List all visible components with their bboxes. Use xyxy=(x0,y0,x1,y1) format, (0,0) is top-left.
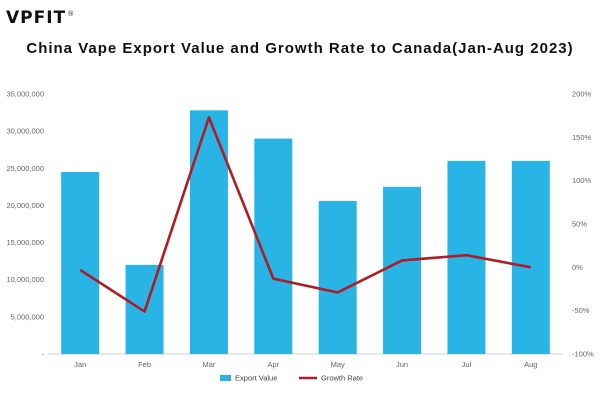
x-tick-label: Feb xyxy=(138,360,151,369)
bar-may xyxy=(318,200,357,354)
x-tick-label: Jan xyxy=(74,360,86,369)
legend: Export Value Growth Rate xyxy=(220,374,363,383)
y2-tick-label: 150% xyxy=(572,133,592,142)
x-tick-label: Jul xyxy=(462,360,472,369)
y-tick-label: 20,000,000 xyxy=(6,201,44,210)
y-tick-label: - xyxy=(42,350,45,359)
y2-tick-label: 50% xyxy=(572,220,587,229)
growth-line-layer xyxy=(79,116,532,313)
y2-tick-label: 100% xyxy=(572,176,592,185)
legend-label-growth-rate: Growth Rate xyxy=(321,374,363,383)
y-tick-label: 30,000,000 xyxy=(6,127,44,136)
y2-tick-label: 0% xyxy=(572,263,583,272)
legend-label-export-value: Export Value xyxy=(235,374,277,383)
y2-tick-label: 200% xyxy=(572,90,592,99)
y-tick-label: 15,000,000 xyxy=(6,238,44,247)
y-tick-label: 35,000,000 xyxy=(6,90,44,99)
chart-title: China Vape Export Value and Growth Rate … xyxy=(26,40,574,57)
bars-layer xyxy=(61,110,550,354)
x-tick-label: May xyxy=(331,360,345,369)
bar-aug xyxy=(511,160,550,354)
y-tick-label: 25,000,000 xyxy=(6,164,44,173)
bar-jan xyxy=(61,172,100,354)
bar-jun xyxy=(383,186,422,354)
growth-rate-line xyxy=(79,116,532,313)
x-tick-label: Apr xyxy=(267,360,279,369)
left-axis-ticks: - 5,000,000 10,000,000 15,000,000 20,000,000… xyxy=(6,90,44,359)
y2-tick-label: -50% xyxy=(572,306,590,315)
registered-mark: ® xyxy=(68,10,74,18)
legend-swatch-export-value xyxy=(220,375,231,381)
vpfit-logo: VPFIT ® xyxy=(6,8,73,28)
x-axis-ticks: Jan Feb Mar Apr May Jun Jul Aug xyxy=(74,360,537,369)
x-tick-label: Aug xyxy=(524,360,537,369)
x-tick-label: Jun xyxy=(396,360,408,369)
x-tick-label: Mar xyxy=(202,360,215,369)
logo-text: VPFIT xyxy=(6,8,67,28)
bar-mar xyxy=(189,110,228,354)
right-axis-ticks: -100% -50% 0% 50% 100% 150% 200% xyxy=(572,90,594,359)
y-tick-label: 5,000,000 xyxy=(11,312,44,321)
y2-tick-label: -100% xyxy=(572,350,594,359)
y-tick-label: 10,000,000 xyxy=(6,275,44,284)
